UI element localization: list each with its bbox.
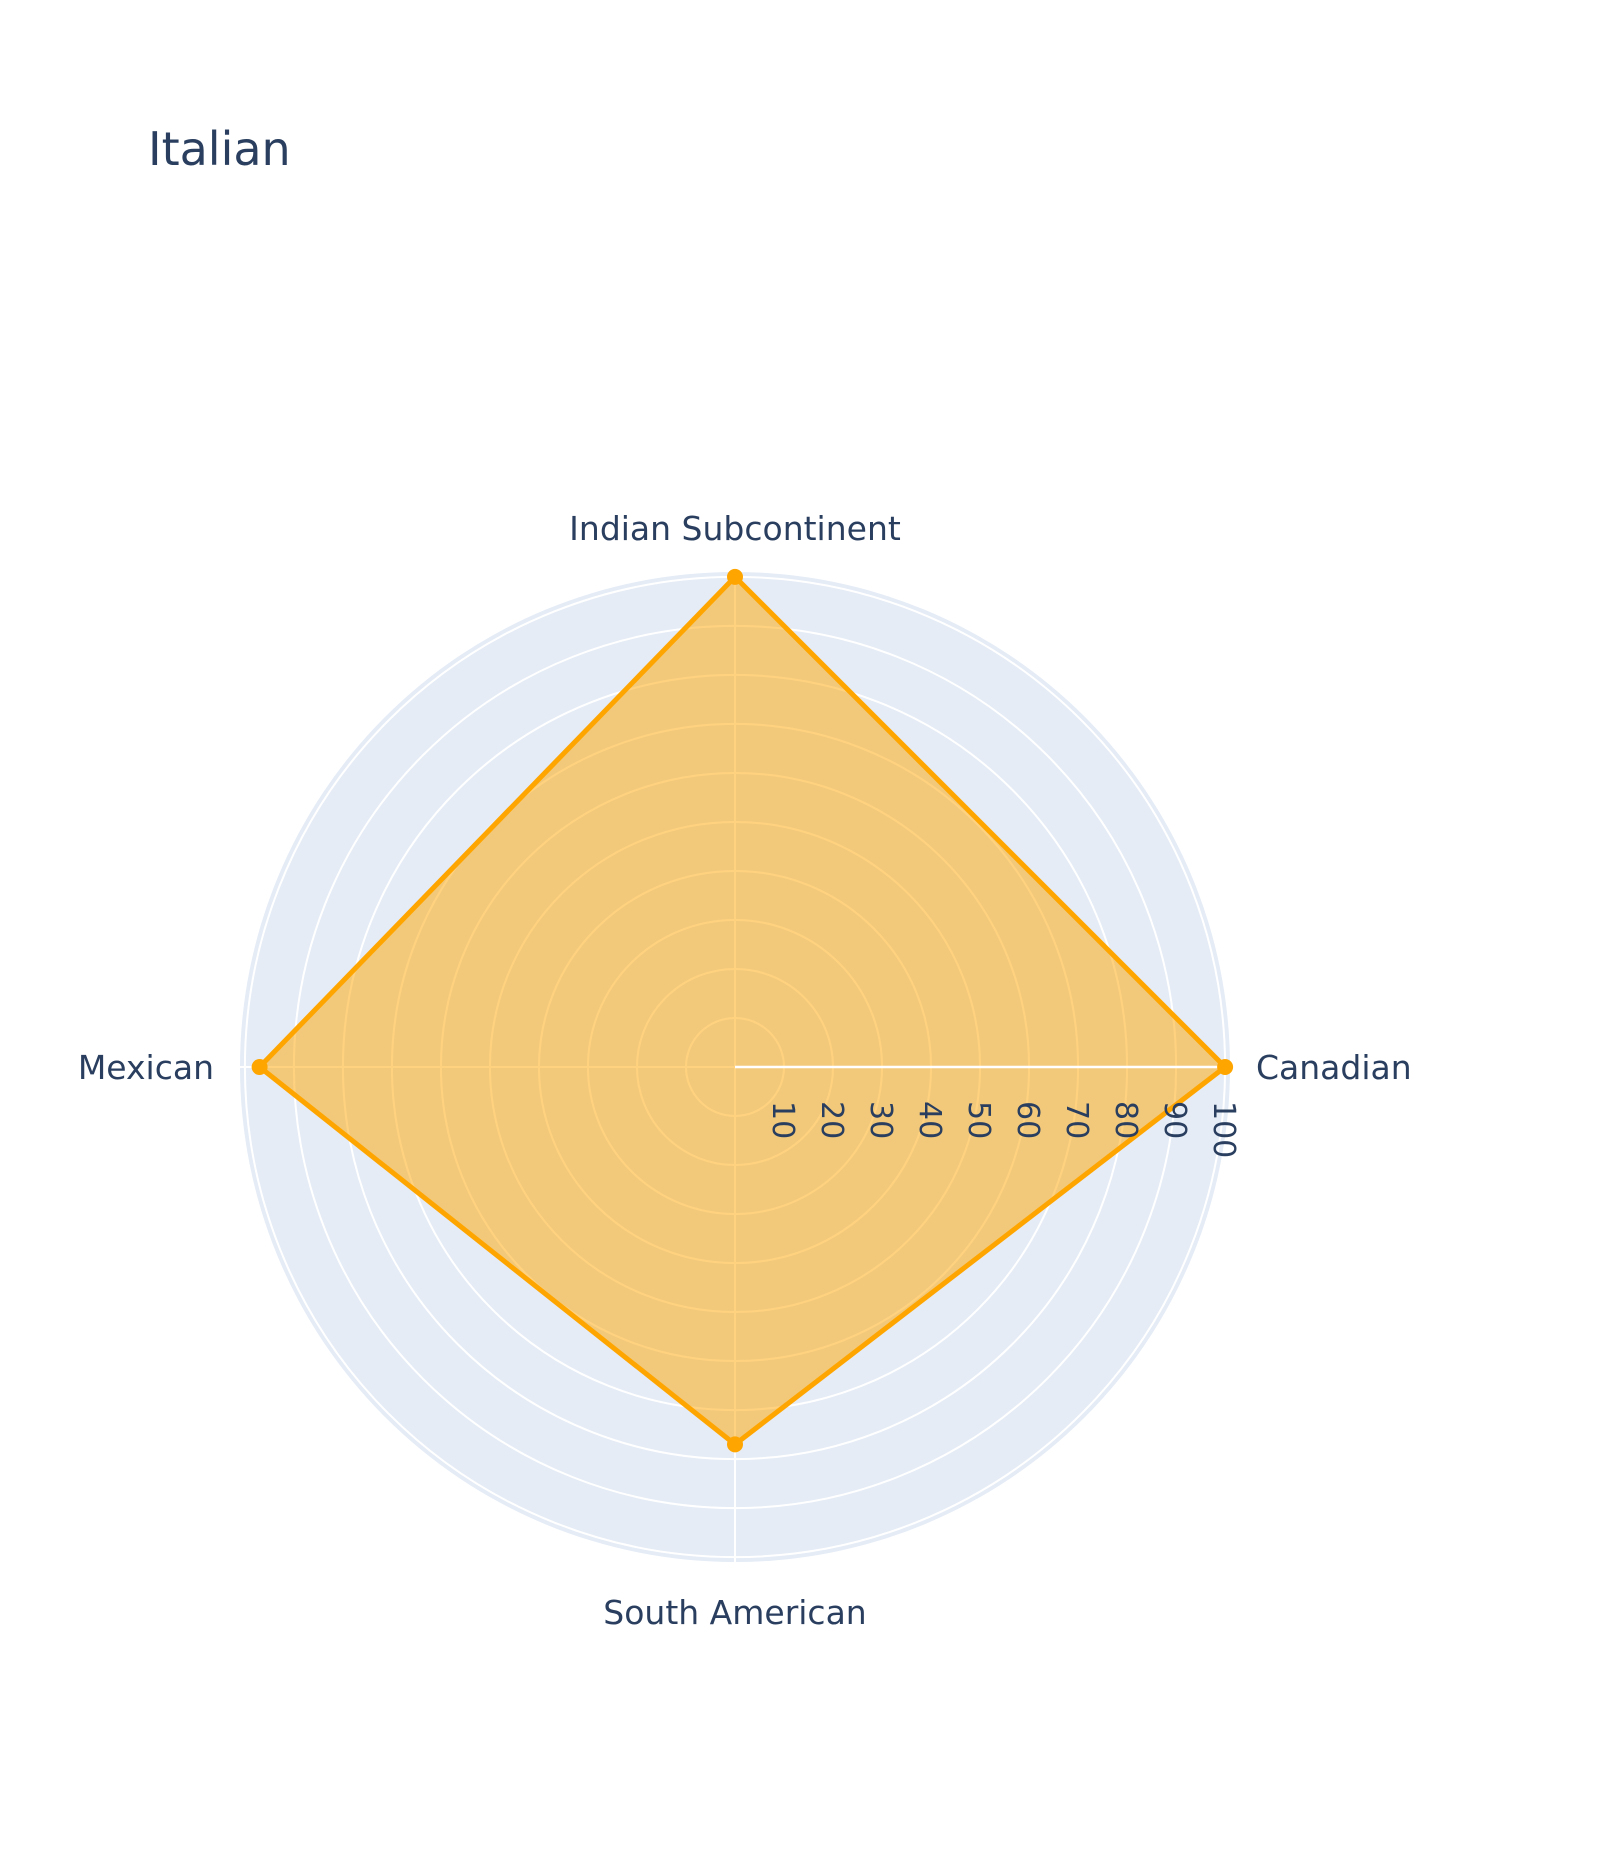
data-point-mexican: [251, 1059, 268, 1075]
radial-tick-labels: 10 20 30 40 50 60 70 80 90 100: [765, 1101, 1241, 1158]
radial-tick-label-10: 10: [765, 1101, 800, 1139]
data-point-indian-subcontinent: [727, 568, 743, 585]
category-label-indian-subcontinent: Indian Subcontinent: [569, 509, 901, 548]
chart-title: Italian: [148, 122, 291, 176]
radial-tick-label-70: 70: [1059, 1101, 1094, 1139]
radial-tick-label-30: 30: [863, 1101, 898, 1139]
category-label-mexican: Mexican: [78, 1048, 214, 1087]
data-point-canadian: [1217, 1059, 1234, 1075]
radial-tick-label-50: 50: [961, 1101, 996, 1139]
category-label-canadian: Canadian: [1256, 1048, 1412, 1087]
radial-tick-label-90: 90: [1157, 1101, 1192, 1139]
radial-tick-label-40: 40: [912, 1101, 947, 1139]
data-point-south-american: [727, 1436, 743, 1453]
data-markers: [251, 568, 1234, 1453]
category-label-south-american: South American: [603, 1593, 866, 1632]
radial-tick-label-60: 60: [1010, 1101, 1045, 1139]
category-labels: Canadian Indian Subcontinent Mexican South …: [78, 509, 1412, 1632]
radial-tick-label-20: 20: [814, 1101, 849, 1139]
radial-tick-label-100: 100: [1206, 1101, 1241, 1158]
radial-tick-label-80: 80: [1108, 1101, 1143, 1139]
